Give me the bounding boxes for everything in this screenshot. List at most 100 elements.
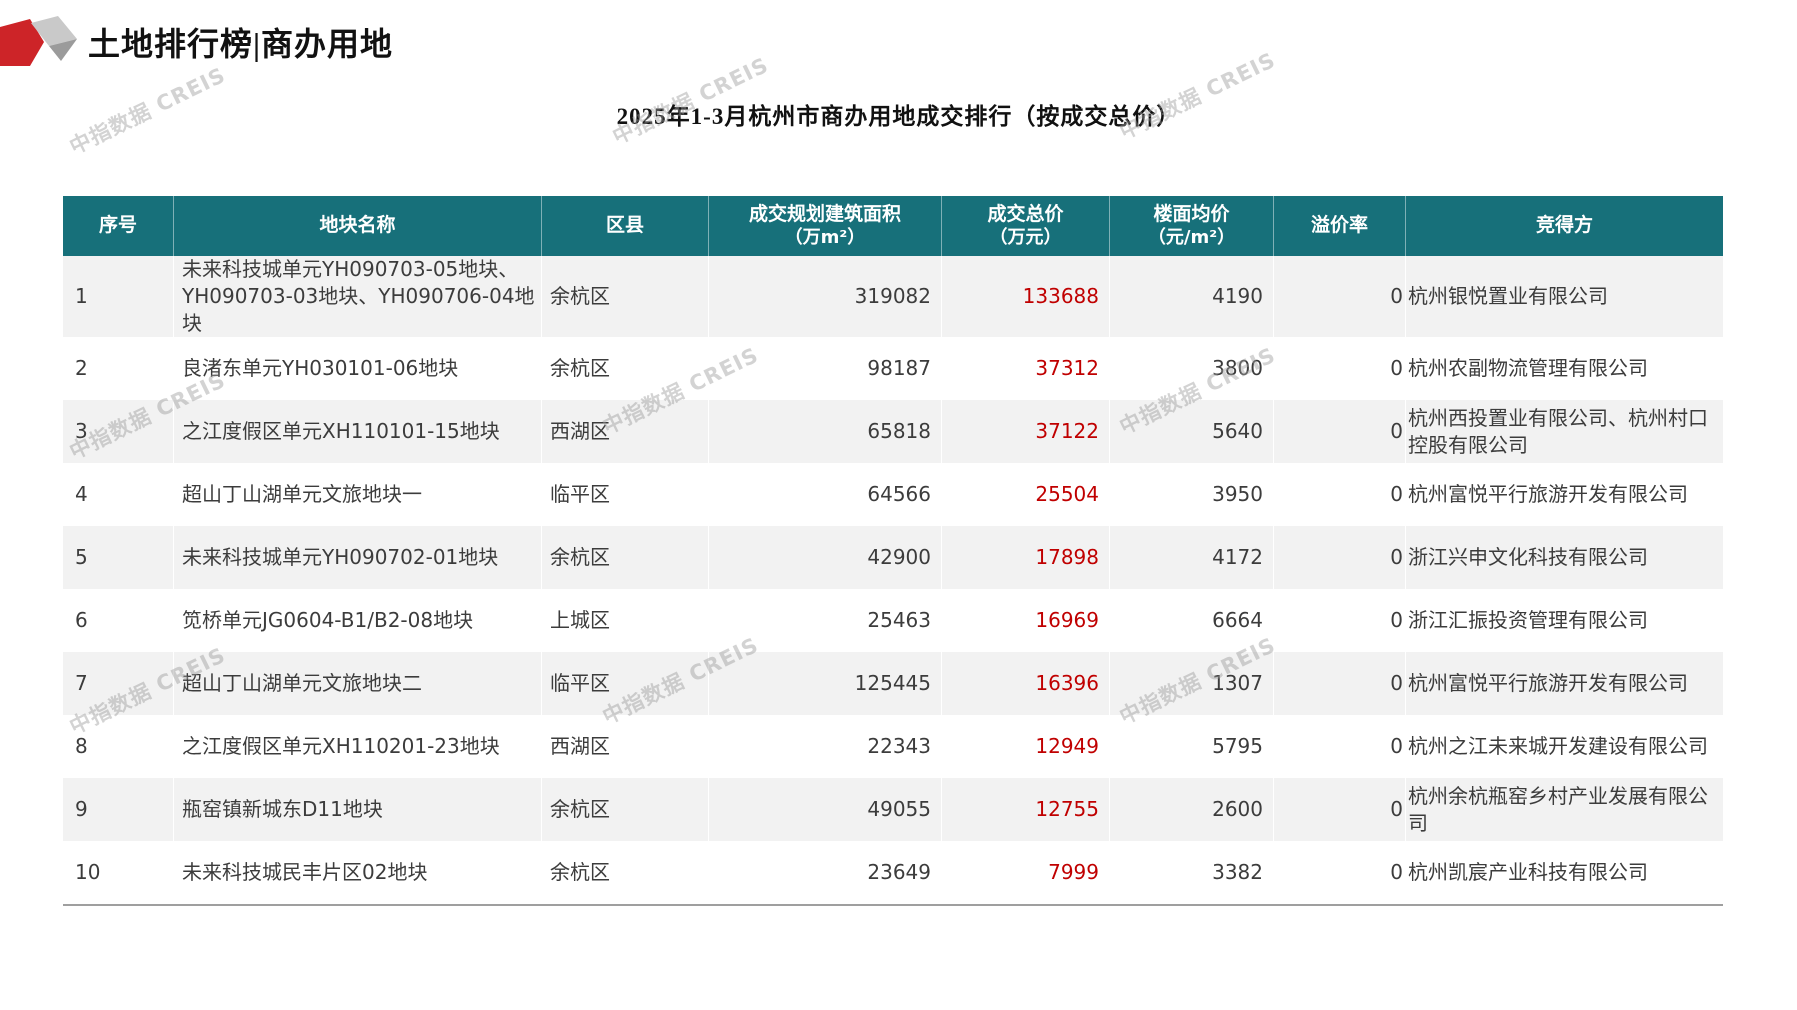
cell-bidder: 杭州余杭瓶窑乡村产业发展有限公司 <box>1405 778 1723 841</box>
cell-total-price: 16396 <box>941 652 1109 715</box>
cell-total-price: 12755 <box>941 778 1109 841</box>
header-planned-area: 成交规划建筑面积 （万m²） <box>708 196 941 256</box>
cell-premium-rate: 0 <box>1273 256 1405 337</box>
header-premium-rate-label: 溢价率 <box>1310 214 1368 237</box>
cell-premium-rate: 0 <box>1273 652 1405 715</box>
header-floor-price: 楼面均价 （元/m²） <box>1109 196 1273 256</box>
header-district: 区县 <box>541 196 708 256</box>
cell-bidder: 杭州农副物流管理有限公司 <box>1405 337 1723 400</box>
cell-total-price: 37122 <box>941 400 1109 463</box>
cell-parcel-name: 未来科技城民丰片区02地块 <box>173 841 541 904</box>
cell-bidder: 杭州富悦平行旅游开发有限公司 <box>1405 652 1723 715</box>
cell-total-price: 133688 <box>941 256 1109 337</box>
header-parcel-name-label: 地块名称 <box>319 214 396 237</box>
cell-floor-price: 3950 <box>1109 463 1273 526</box>
table-row: 2 良渚东单元YH030101-06地块 余杭区 98187 37312 380… <box>63 337 1723 400</box>
cell-planned-area: 22343 <box>708 715 941 778</box>
cell-floor-price: 5640 <box>1109 400 1273 463</box>
cell-premium-rate: 0 <box>1273 778 1405 841</box>
cell-premium-rate: 0 <box>1273 337 1405 400</box>
cell-parcel-name: 未来科技城单元YH090703-05地块、YH090703-03地块、YH090… <box>173 256 541 337</box>
cell-district: 余杭区 <box>541 256 708 337</box>
header-floor-price-label: 楼面均价 <box>1153 202 1230 225</box>
cell-floor-price: 5795 <box>1109 715 1273 778</box>
header-total-price-unit: （万元） <box>989 226 1062 248</box>
cell-planned-area: 64566 <box>708 463 941 526</box>
cell-parcel-name: 之江度假区单元XH110101-15地块 <box>173 400 541 463</box>
cell-planned-area: 25463 <box>708 589 941 652</box>
cell-floor-price: 3382 <box>1109 841 1273 904</box>
table-row: 5 未来科技城单元YH090702-01地块 余杭区 42900 17898 4… <box>63 526 1723 589</box>
cell-premium-rate: 0 <box>1273 841 1405 904</box>
cell-rank: 7 <box>75 671 88 695</box>
cell-parcel-name: 良渚东单元YH030101-06地块 <box>173 337 541 400</box>
cell-planned-area: 125445 <box>708 652 941 715</box>
cell-parcel-name: 笕桥单元JG0604-B1/B2-08地块 <box>173 589 541 652</box>
table-row: 6 笕桥单元JG0604-B1/B2-08地块 上城区 25463 16969 … <box>63 589 1723 652</box>
cell-rank: 6 <box>75 608 88 632</box>
header-total-price-label: 成交总价 <box>987 202 1064 225</box>
table-row: 9 瓶窑镇新城东D11地块 余杭区 49055 12755 2600 0 杭州余… <box>63 778 1723 841</box>
cell-floor-price: 1307 <box>1109 652 1273 715</box>
header-bidder-label: 竞得方 <box>1535 214 1593 237</box>
cell-rank: 3 <box>75 419 88 443</box>
cell-rank: 9 <box>75 797 88 821</box>
cell-district: 余杭区 <box>541 841 708 904</box>
cell-floor-price: 4172 <box>1109 526 1273 589</box>
header-bidder: 竞得方 <box>1405 196 1723 256</box>
table-title: 2025年1-3月杭州市商办用地成交排行（按成交总价） <box>616 104 1181 129</box>
cell-floor-price: 3800 <box>1109 337 1273 400</box>
cell-parcel-name: 未来科技城单元YH090702-01地块 <box>173 526 541 589</box>
header-rank-label: 序号 <box>98 214 137 237</box>
cell-floor-price: 2600 <box>1109 778 1273 841</box>
cell-rank: 10 <box>75 860 101 884</box>
header-planned-area-label: 成交规划建筑面积 <box>748 202 901 225</box>
table-row: 3 之江度假区单元XH110101-15地块 西湖区 65818 37122 5… <box>63 400 1723 463</box>
table-row: 1 未来科技城单元YH090703-05地块、YH090703-03地块、YH0… <box>63 256 1723 337</box>
cell-bidder: 浙江兴申文化科技有限公司 <box>1405 526 1723 589</box>
cell-district: 西湖区 <box>541 400 708 463</box>
cell-parcel-name: 超山丁山湖单元文旅地块二 <box>173 652 541 715</box>
cell-bidder: 杭州凯宸产业科技有限公司 <box>1405 841 1723 904</box>
cell-bidder: 杭州西投置业有限公司、杭州村口控股有限公司 <box>1405 400 1723 463</box>
cell-rank: 4 <box>75 482 88 506</box>
cell-parcel-name: 瓶窑镇新城东D11地块 <box>173 778 541 841</box>
cell-bidder: 杭州银悦置业有限公司 <box>1405 256 1723 337</box>
cell-total-price: 12949 <box>941 715 1109 778</box>
header-total-price: 成交总价 （万元） <box>941 196 1109 256</box>
cell-planned-area: 319082 <box>708 256 941 337</box>
cell-district: 西湖区 <box>541 715 708 778</box>
cell-total-price: 37312 <box>941 337 1109 400</box>
cell-floor-price: 4190 <box>1109 256 1273 337</box>
cell-premium-rate: 0 <box>1273 715 1405 778</box>
ranking-table: 序号 地块名称 区县 成交规划建筑面积 （万m²） 成交总价 （万元） 楼面均价… <box>63 196 1723 906</box>
header-floor-price-unit: （元/m²） <box>1147 226 1236 248</box>
cell-planned-area: 42900 <box>708 526 941 589</box>
header-parcel-name: 地块名称 <box>173 196 541 256</box>
cell-premium-rate: 0 <box>1273 463 1405 526</box>
page-title: 土地排行榜|商办用地 <box>88 26 394 62</box>
cell-floor-price: 6664 <box>1109 589 1273 652</box>
table-row: 7 超山丁山湖单元文旅地块二 临平区 125445 16396 1307 0 杭… <box>63 652 1723 715</box>
cell-rank: 1 <box>75 284 88 308</box>
cell-total-price: 25504 <box>941 463 1109 526</box>
header-rank: 序号 <box>63 196 173 256</box>
table-row: 4 超山丁山湖单元文旅地块一 临平区 64566 25504 3950 0 杭州… <box>63 463 1723 526</box>
header-district-label: 区县 <box>605 214 644 237</box>
cell-planned-area: 49055 <box>708 778 941 841</box>
cell-district: 余杭区 <box>541 526 708 589</box>
cell-total-price: 16969 <box>941 589 1109 652</box>
creis-logo-icon <box>0 16 77 66</box>
cell-planned-area: 23649 <box>708 841 941 904</box>
table-header-row: 序号 地块名称 区县 成交规划建筑面积 （万m²） 成交总价 （万元） 楼面均价… <box>63 196 1723 256</box>
header-premium-rate: 溢价率 <box>1273 196 1405 256</box>
cell-premium-rate: 0 <box>1273 589 1405 652</box>
cell-bidder: 杭州富悦平行旅游开发有限公司 <box>1405 463 1723 526</box>
cell-planned-area: 98187 <box>708 337 941 400</box>
cell-district: 临平区 <box>541 463 708 526</box>
cell-rank: 8 <box>75 734 88 758</box>
cell-bidder: 杭州之江未来城开发建设有限公司 <box>1405 715 1723 778</box>
header-planned-area-unit: （万m²） <box>784 226 866 248</box>
cell-bidder: 浙江汇振投资管理有限公司 <box>1405 589 1723 652</box>
cell-rank: 2 <box>75 356 88 380</box>
